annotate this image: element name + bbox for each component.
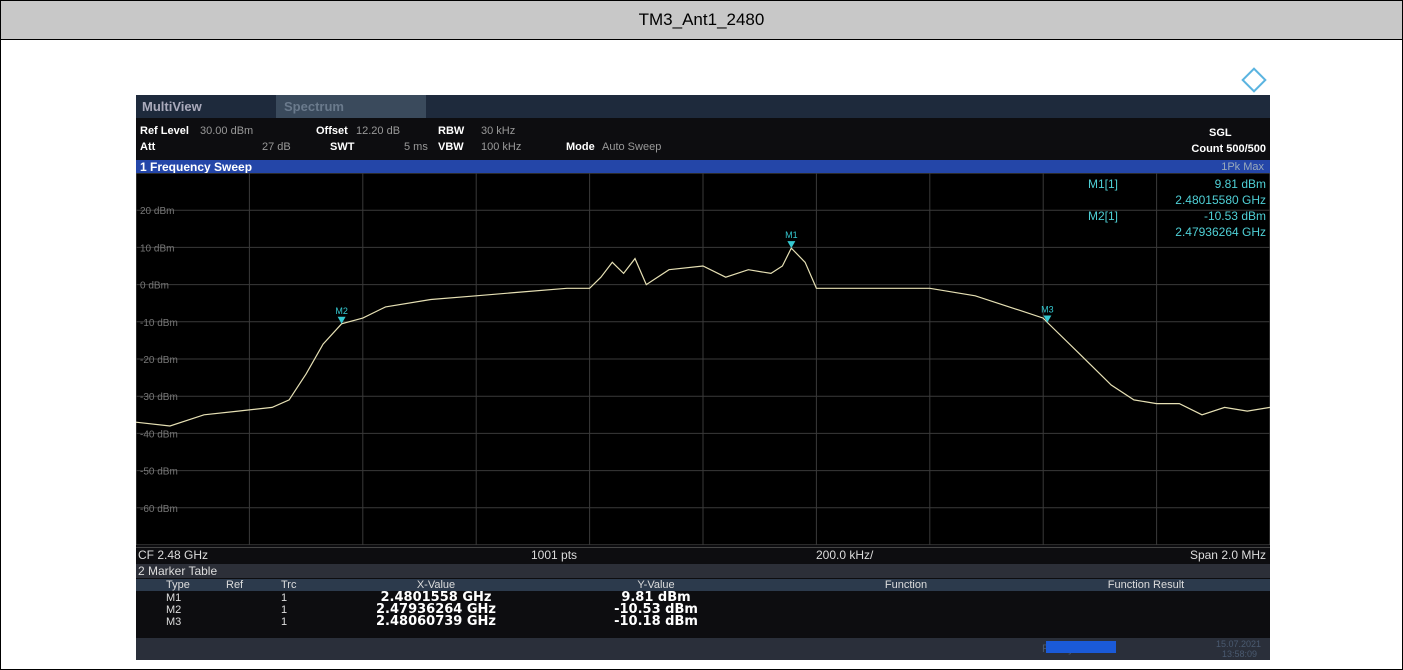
- marker: [337, 316, 346, 324]
- y-tick-label: -30 dBm: [140, 392, 178, 403]
- cell: 1: [281, 604, 288, 616]
- cell: M3: [166, 616, 182, 628]
- label: RBW: [438, 125, 465, 137]
- marker-freq: 2.47936264 GHz: [1175, 225, 1266, 239]
- logo: [1241, 67, 1267, 93]
- cell: M1: [166, 592, 182, 604]
- trace: [136, 247, 1270, 427]
- value: 5 ms: [404, 141, 428, 153]
- marker: [787, 241, 796, 249]
- label: Count 500/500: [1191, 143, 1266, 155]
- marker-label: M2: [335, 306, 348, 316]
- y-tick-label: 20 dBm: [140, 206, 174, 217]
- cell: -10.18 dBm: [614, 614, 698, 629]
- label: Mode: [566, 141, 595, 153]
- value: Auto Sweep: [602, 141, 662, 153]
- table-title: 2 Marker Table: [138, 564, 218, 578]
- table-bar: [136, 564, 1270, 578]
- label: Att: [140, 141, 156, 153]
- analyzer-screen: MultiView Spectrum Ref Level 30.00 dBm O…: [136, 95, 1270, 660]
- cell: 2.48060739 GHz: [376, 614, 496, 629]
- value: 100 kHz: [481, 141, 522, 153]
- y-tick-label: -60 dBm: [140, 504, 178, 515]
- label: SWT: [330, 141, 355, 153]
- label: SGL: [1209, 127, 1232, 139]
- marker-name: M1[1]: [1088, 177, 1119, 191]
- marker-table: Type Ref Trc X-Value Y-Value Function Function…: [136, 579, 1270, 635]
- value: 30 kHz: [481, 125, 516, 137]
- y-tick-label: -40 dBm: [140, 429, 178, 440]
- cell: M2: [166, 604, 182, 616]
- marker-label: M3: [1041, 304, 1054, 314]
- center-freq: CF 2.48 GHz: [138, 548, 209, 562]
- column-header: Function Result: [1107, 579, 1185, 591]
- label: Offset: [316, 125, 348, 137]
- label: VBW: [438, 141, 464, 153]
- plot: 20 dBm 10 dBm 0 dBm -10 dBm -20 dBm -30 dBm -4…: [136, 173, 1270, 545]
- value: 12.20 dB: [356, 125, 401, 137]
- points: 1001 pts: [531, 548, 578, 562]
- tab[interactable]: MultiView: [142, 99, 202, 114]
- time: 13:58:09: [1222, 649, 1258, 659]
- column-header: Ref: [226, 579, 244, 591]
- footer: [136, 547, 1270, 563]
- cell: 2.4801558 GHz: [380, 590, 492, 605]
- value: 27 dB: [262, 141, 291, 153]
- y-tick-label: -10 dBm: [140, 318, 178, 329]
- column-header: X-Value: [416, 579, 456, 591]
- tab[interactable]: Spectrum: [276, 95, 426, 118]
- page-title: TM3_Ant1_2480: [1, 1, 1402, 40]
- y-tick-label: -20 dBm: [140, 355, 178, 366]
- cell: 1: [281, 592, 288, 604]
- y-tick-label: 10 dBm: [140, 243, 174, 254]
- column-header: Y-Value: [637, 579, 675, 591]
- y-tick-label: -50 dBm: [140, 467, 178, 478]
- date: 15.07.2021: [1216, 639, 1262, 649]
- cell: 9.81 dBm: [621, 590, 691, 605]
- cell: 2.47936264 GHz: [376, 602, 496, 617]
- table-header: [136, 579, 1270, 591]
- division: 200.0 kHz/: [816, 548, 874, 562]
- span: Span 2.0 MHz: [1189, 548, 1266, 562]
- cell: 1: [281, 616, 288, 628]
- status-bar: [136, 638, 1270, 660]
- label: Ref Level: [140, 125, 189, 137]
- y-tick-label: 0 dBm: [140, 281, 169, 292]
- marker-level: -10.53 dBm: [1203, 209, 1266, 223]
- marker-label: M1: [785, 230, 798, 240]
- window-bar: [136, 160, 1270, 173]
- marker: [1043, 315, 1052, 323]
- trace-label: 1Pk Max: [1221, 161, 1264, 173]
- column-header: Trc: [281, 579, 297, 591]
- column-header: Type: [166, 579, 190, 591]
- window-title: 1 Frequency Sweep: [140, 160, 253, 174]
- marker-name: M2[1]: [1088, 209, 1119, 223]
- value: 30.00 dBm: [200, 125, 254, 137]
- progress: [1046, 641, 1116, 653]
- cell: -10.53 dBm: [614, 602, 698, 617]
- marker-freq: 2.48015580 GHz: [1175, 193, 1266, 207]
- column-header: Function: [884, 579, 928, 591]
- marker-level: 9.81 dBm: [1214, 177, 1266, 191]
